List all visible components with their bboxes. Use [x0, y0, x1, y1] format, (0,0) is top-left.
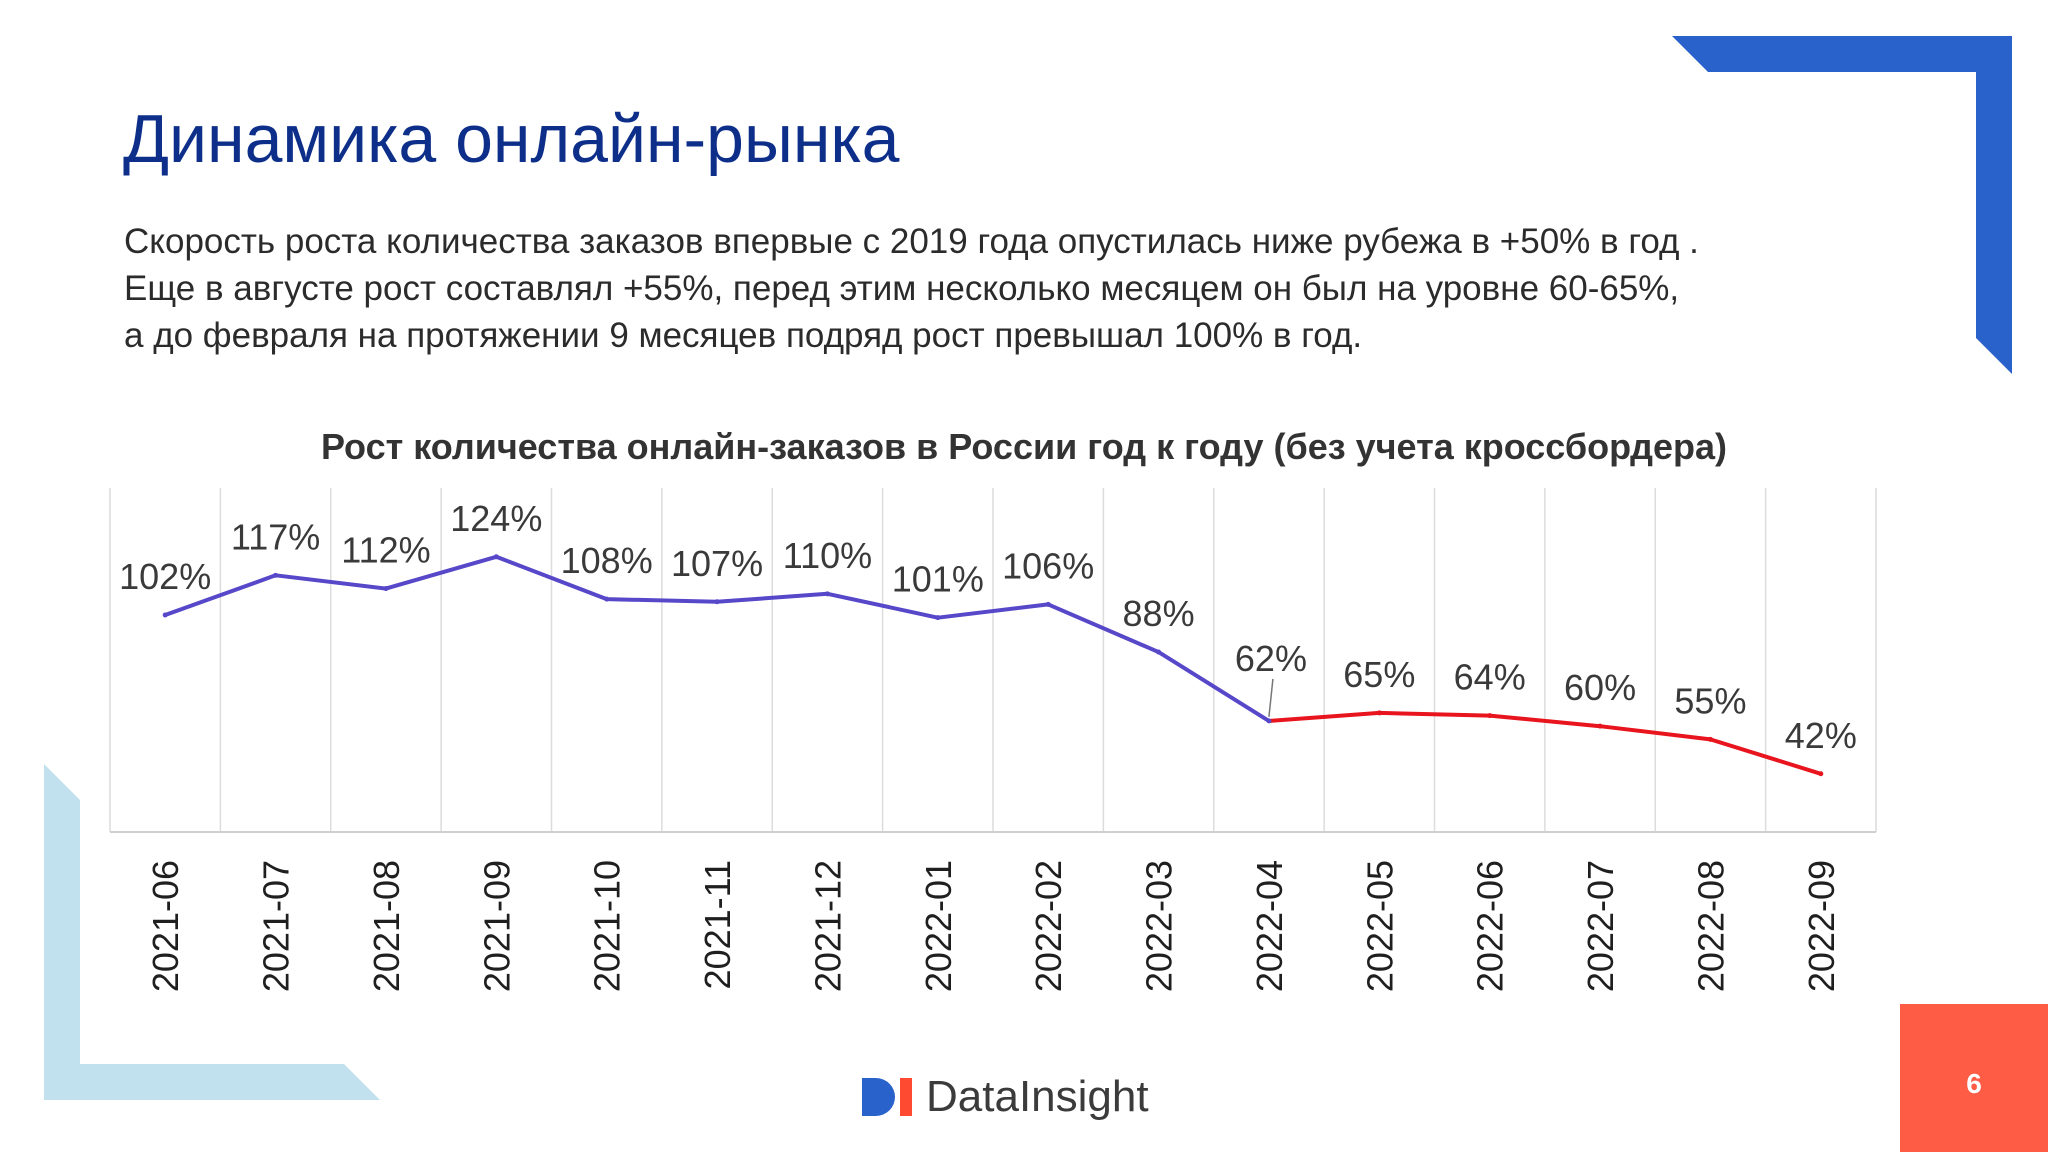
bottom-left-corner-decoration	[44, 764, 380, 1100]
x-tick-label: 2021-11	[697, 860, 738, 989]
data-label: 124%	[450, 498, 542, 539]
data-point	[1045, 601, 1051, 607]
x-tick-label: 2022-07	[1580, 860, 1621, 992]
data-label: 62%	[1235, 638, 1307, 679]
description-line: Еще в августе рост составлял +55%, перед…	[124, 269, 1680, 308]
x-tick-label: 2022-01	[918, 860, 959, 992]
x-tick-label: 2022-08	[1690, 860, 1731, 992]
data-label: 107%	[671, 543, 763, 584]
data-point	[935, 615, 941, 621]
data-point	[1597, 723, 1603, 729]
data-point	[273, 572, 279, 578]
data-label: 42%	[1785, 715, 1857, 756]
data-label: 106%	[1002, 545, 1094, 586]
data-point	[1156, 649, 1162, 655]
data-point	[714, 599, 720, 605]
data-point	[1707, 736, 1713, 742]
data-point	[604, 596, 610, 602]
data-label: 117%	[231, 516, 320, 557]
data-label: 102%	[119, 556, 211, 597]
datainsight-logo-mark	[862, 1078, 912, 1116]
slide-description: Скорость роста количества заказов впервы…	[124, 218, 1904, 359]
data-label: 108%	[561, 540, 653, 581]
page-number-badge: 6	[1900, 1004, 2048, 1152]
data-label: 110%	[783, 535, 872, 576]
data-point	[162, 612, 168, 618]
data-point	[1818, 771, 1824, 777]
page-number: 6	[1966, 1068, 1982, 1099]
data-point	[1487, 713, 1493, 719]
x-tick-label: 2021-12	[807, 860, 848, 992]
description-line: Скорость роста количества заказов впервы…	[124, 222, 1699, 261]
data-label: 88%	[1123, 593, 1195, 634]
data-label: 65%	[1343, 654, 1415, 695]
x-tick-label: 2021-09	[476, 860, 517, 992]
data-point	[383, 586, 389, 592]
x-tick-label: 2022-04	[1249, 860, 1290, 992]
series-line-after	[1268, 710, 1822, 776]
data-point	[1376, 710, 1382, 716]
data-label: 60%	[1564, 667, 1636, 708]
data-point	[824, 591, 830, 597]
slide-title: Динамика онлайн-рынка	[123, 101, 900, 177]
x-tick-label: 2021-07	[256, 860, 297, 992]
data-point	[493, 554, 499, 560]
data-label: 101%	[892, 559, 984, 600]
line-chart: 102% 117% 112% 124% 108% 107% 110% 101% 106% 88% 6…	[109, 488, 1877, 992]
data-label-leader	[1268, 678, 1274, 717]
data-label: 55%	[1674, 680, 1746, 721]
data-label: 64%	[1454, 657, 1526, 698]
x-tick-label: 2021-06	[145, 860, 186, 992]
x-tick-label: 2022-05	[1359, 860, 1400, 992]
x-tick-label: 2022-02	[1028, 860, 1069, 992]
data-point	[1266, 718, 1272, 724]
x-tick-label: 2022-03	[1139, 860, 1180, 992]
chart-title: Рост количества онлайн-заказов в России …	[320, 426, 1728, 467]
x-tick-label: 2022-09	[1801, 860, 1842, 992]
datainsight-logo: DataInsight	[862, 1072, 1149, 1122]
top-right-corner-decoration	[1672, 36, 2012, 374]
x-tick-label: 2022-06	[1470, 860, 1511, 992]
data-label: 112%	[341, 530, 430, 571]
datainsight-logo-text: DataInsight	[926, 1072, 1149, 1121]
x-tick-label: 2021-08	[366, 860, 407, 992]
description-line: а до февраля на протяжении 9 месяцев под…	[124, 316, 1363, 355]
x-tick-label: 2021-10	[587, 860, 628, 992]
